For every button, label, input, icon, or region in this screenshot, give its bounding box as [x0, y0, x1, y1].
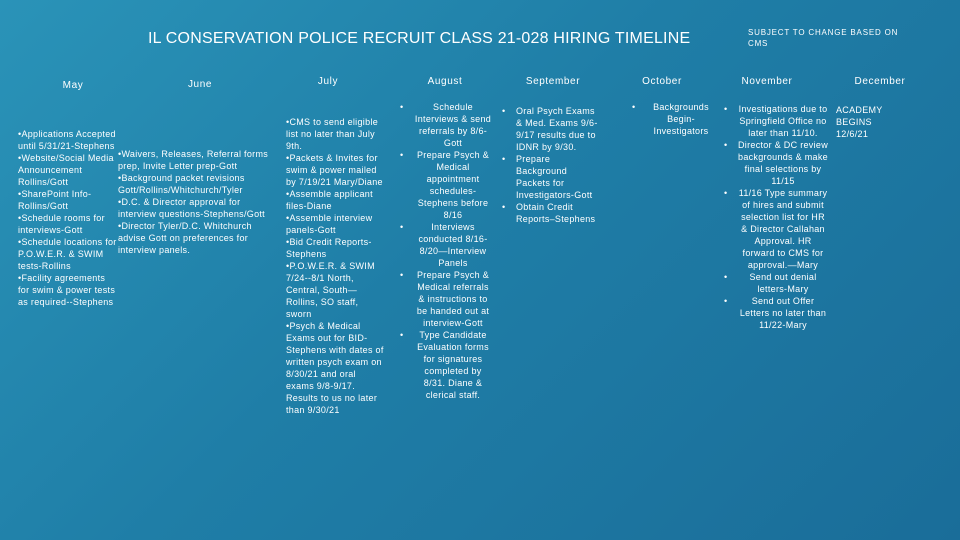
timeline-item: Schedule Interviews & send referrals by … [400, 101, 492, 149]
timeline-item: 11/16 Type summary of hires and submit s… [724, 187, 828, 271]
timeline-item: Waivers, Releases, Referral forms prep, … [118, 148, 273, 172]
month-items: Schedule Interviews & send referrals by … [400, 101, 492, 401]
timeline-item: ACADEMY BEGINS 12/6/21 [836, 105, 883, 139]
timeline-item: Investigations due to Springfield Office… [724, 103, 828, 139]
timeline-item: Interviews conducted 8/16-8/20—Interview… [400, 221, 492, 269]
note: SUBJECT TO CHANGE BASED ON CMS [748, 28, 899, 48]
timeline-item: Type Candidate Evaluation forms for sign… [400, 329, 492, 401]
month-header: July [317, 76, 339, 87]
timeline-item: Website/Social Media Announcement Rollin… [18, 152, 118, 188]
title: IL CONSERVATION POLICE RECRUIT CLASS 21-… [148, 30, 691, 47]
timeline-item: Bid Credit Reports-Stephens [286, 236, 386, 260]
timeline-item: Schedule rooms for interviews-Gott [18, 212, 118, 236]
timeline-item: D.C. & Director approval for interview q… [118, 196, 273, 220]
timeline-item: Prepare Psych & Medical appointment sche… [400, 149, 492, 221]
timeline-item: Schedule locations for P.O.W.E.R. & SWIM… [18, 236, 118, 272]
month-header: December [854, 76, 906, 87]
month-header: June [187, 79, 213, 90]
month-header: August [427, 76, 463, 87]
month-header: November [741, 76, 793, 87]
month-items: CMS to send eligible list no later than … [286, 116, 386, 416]
month-header: October [642, 76, 682, 87]
month-items: Investigations due to Springfield Office… [724, 103, 828, 331]
timeline-item: Facility agreements for swim & power tes… [18, 272, 118, 308]
month-items: Oral Psych Exams & Med. Exams 9/6-9/17 r… [502, 105, 602, 225]
timeline-item: P.O.W.E.R. & SWIM 7/24--8/1 North, Centr… [286, 260, 386, 320]
timeline-item: CMS to send eligible list no later than … [286, 116, 386, 152]
timeline-item: Assemble interview panels-Gott [286, 212, 386, 236]
timeline-item: Prepare Psych & Medical referrals & inst… [400, 269, 492, 329]
timeline-item: Packets & Invites for swim & power maile… [286, 152, 386, 188]
month-header: September [525, 76, 581, 87]
timeline-item: Send out denial letters-Mary [724, 271, 828, 295]
timeline-item: Prepare Background Packets for Investiga… [502, 153, 602, 201]
month-items: Waivers, Releases, Referral forms prep, … [118, 148, 273, 256]
timeline-item: Assemble applicant files-Diane [286, 188, 386, 212]
month-items: Applications Accepted until 5/31/21-Step… [18, 128, 118, 308]
timeline-item: Obtain Credit Reports–Stephens [502, 201, 602, 225]
timeline-item: Director & DC review backgrounds & make … [724, 139, 828, 187]
timeline-item: Send out Offer Letters no later than 11/… [724, 295, 828, 331]
month-header: May [62, 80, 84, 91]
month-items: ACADEMY BEGINS 12/6/21 [836, 104, 906, 140]
timeline-item: Applications Accepted until 5/31/21-Step… [18, 128, 118, 152]
timeline-item: Backgrounds Begin-Investigators [632, 101, 716, 137]
timeline-item: Psych & Medical Exams out for BID-Stephe… [286, 320, 386, 416]
timeline-item: Background packet revisions Gott/Rollins… [118, 172, 273, 196]
timeline-item: SharePoint Info-Rollins/Gott [18, 188, 118, 212]
timeline-item: Director Tyler/D.C. Whitchurch advise Go… [118, 220, 273, 256]
month-items: Backgrounds Begin-Investigators [632, 101, 716, 137]
timeline-item: Oral Psych Exams & Med. Exams 9/6-9/17 r… [502, 105, 602, 153]
